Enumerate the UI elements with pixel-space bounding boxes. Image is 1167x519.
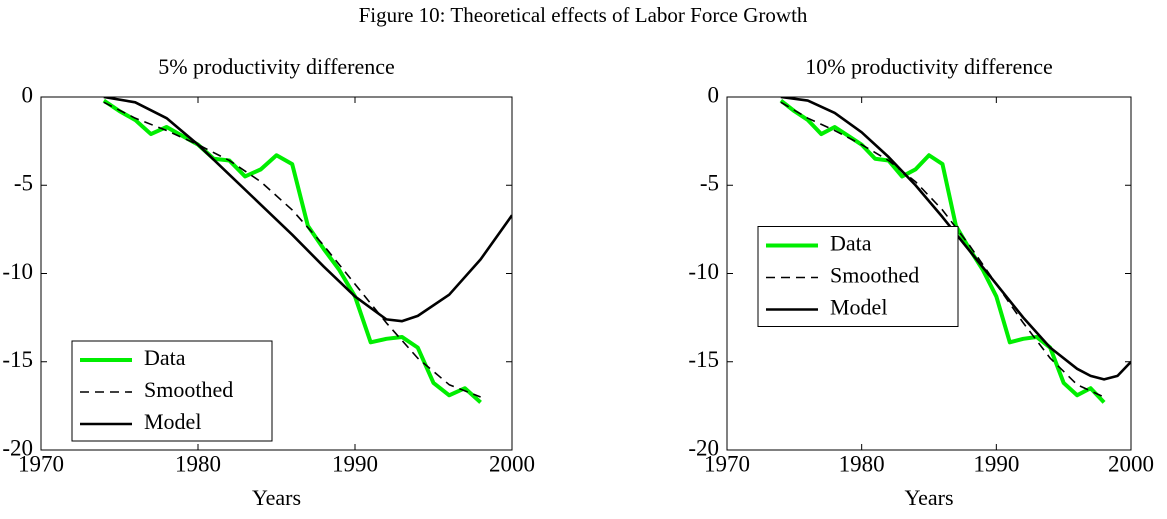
subplot-title: 5% productivity difference: [158, 54, 395, 79]
x-tick-label: 2000: [489, 451, 535, 476]
y-tick-label: 0: [708, 82, 720, 107]
x-tick-label: 1990: [973, 451, 1019, 476]
x-tick-label: 2000: [1108, 451, 1154, 476]
subplot-title: 10% productivity difference: [805, 54, 1053, 79]
y-tick-label: -10: [688, 259, 719, 284]
x-tick-label: 1980: [175, 451, 221, 476]
x-axis-label: Years: [252, 485, 301, 510]
axes-box: [40, 96, 513, 451]
figure-title: Figure 10: Theoretical effects of Labor …: [359, 3, 808, 27]
series-line: [103, 101, 481, 398]
x-tick-label: 1980: [839, 451, 885, 476]
y-tick-label: 0: [22, 82, 34, 107]
series-line: [102, 98, 482, 404]
series-line: [780, 101, 1105, 398]
series-line: [780, 97, 1131, 381]
axes-box: [726, 96, 1132, 451]
series-line: [103, 97, 512, 323]
y-tick-label: -20: [2, 435, 33, 460]
legend-label: Model: [830, 295, 887, 320]
legend-label: Data: [144, 345, 186, 370]
y-tick-label: -5: [14, 171, 33, 196]
x-axis-label: Years: [904, 485, 953, 510]
y-tick-label: -15: [688, 347, 719, 372]
legend-label: Model: [144, 409, 201, 434]
x-tick-label: 1970: [18, 451, 64, 476]
legend-label: Data: [830, 231, 872, 256]
legend-label: Smoothed: [830, 263, 919, 288]
x-tick-label: 1990: [332, 451, 378, 476]
y-tick-label: -15: [2, 347, 33, 372]
x-tick-label: 1970: [704, 451, 750, 476]
legend-label: Smoothed: [144, 377, 233, 402]
y-tick-label: -5: [700, 171, 719, 196]
y-tick-label: -10: [2, 259, 33, 284]
y-tick-label: -20: [688, 435, 719, 460]
